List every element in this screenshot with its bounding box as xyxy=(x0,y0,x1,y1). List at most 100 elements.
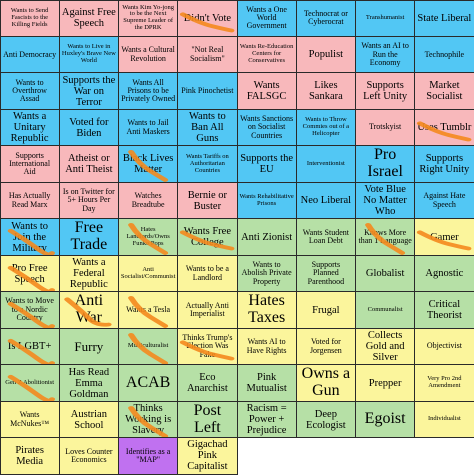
bingo-cell[interactable]: Didn't Vote xyxy=(177,0,238,37)
bingo-cell[interactable]: Pink Mutualist xyxy=(236,364,297,402)
bingo-cell[interactable]: State Liberal xyxy=(414,0,474,37)
bingo-cell[interactable]: Is LGBT+ xyxy=(0,327,60,366)
bingo-cell[interactable]: Pro Free Speech xyxy=(0,254,60,293)
bingo-cell[interactable]: Actually Anti Imperialist xyxy=(177,291,238,329)
bingo-cell[interactable]: Voted for Jorgensen xyxy=(295,327,356,366)
bingo-cell[interactable]: Wants a Unitary Republic xyxy=(0,108,60,147)
bingo-cell[interactable]: Supports the War on Terror xyxy=(58,72,119,110)
bingo-cell[interactable]: Wants Kim Yo-jong to be the Next Supreme… xyxy=(118,0,179,37)
bingo-cell[interactable]: Wants Tariffs on Authoritarian Countries xyxy=(177,145,238,183)
bingo-cell[interactable]: Atheist or Anti Theist xyxy=(58,145,119,183)
bingo-cell[interactable]: Wants McNukes™ xyxy=(0,400,60,439)
bingo-cell[interactable]: Globalist xyxy=(355,254,416,293)
bingo-cell[interactable]: Wants to Overthrow Assad xyxy=(0,72,60,110)
bingo-cell[interactable]: Anti Democracy xyxy=(0,35,60,74)
bingo-cell[interactable]: Wants All Prisons to be Privately Owned xyxy=(118,72,179,110)
bingo-cell[interactable]: Pirates Media xyxy=(0,437,60,475)
bingo-cell[interactable]: Bernie or Buster xyxy=(177,181,238,220)
bingo-cell[interactable]: Wants to Live in Huxley's Brave New Worl… xyxy=(58,35,119,74)
bingo-cell[interactable]: Supports Planned Parenthood xyxy=(295,254,356,293)
bingo-cell[interactable]: Voted for Biden xyxy=(58,108,119,147)
bingo-cell[interactable]: Has Actually Read Marx xyxy=(0,181,60,220)
bingo-cell[interactable]: Supports Left Unity xyxy=(355,72,416,110)
bingo-cell[interactable]: Wants AI to Have Rights xyxy=(236,327,297,366)
bingo-cell[interactable]: Technophile xyxy=(414,35,474,74)
bingo-cell[interactable]: Wants to Send Fascists to the Killing Fi… xyxy=(0,0,60,37)
bingo-cell[interactable]: Wants Free College xyxy=(177,218,238,256)
bingo-cell[interactable]: Wants Sanctions on Socialist Countries xyxy=(236,108,297,147)
bingo-cell[interactable]: Populist xyxy=(295,35,356,74)
bingo-cell[interactable]: Knows More than 1 Language xyxy=(355,218,416,256)
bingo-cell[interactable]: Pro Israel xyxy=(355,145,416,183)
bingo-cell[interactable]: Anti Zionist xyxy=(236,218,297,256)
bingo-cell[interactable]: Black Lives Matter xyxy=(118,145,179,183)
bingo-cell[interactable]: Racism = Power + Prejudice xyxy=(236,400,297,439)
bingo-cell[interactable]: Anti War xyxy=(58,291,119,329)
bingo-cell[interactable]: Free Trade xyxy=(58,218,119,256)
bingo-cell[interactable]: Wants a Tesla xyxy=(118,291,179,329)
bingo-cell[interactable]: Wants a Federal Republic xyxy=(58,254,119,293)
bingo-cell[interactable]: Wants to Abolish Private Property xyxy=(236,254,297,293)
bingo-cell[interactable]: Post Left xyxy=(177,400,238,439)
bingo-cell[interactable]: ACAB xyxy=(118,364,179,402)
bingo-cell[interactable]: Loves Counter Economics xyxy=(58,437,119,475)
bingo-cell[interactable]: Interventionist xyxy=(295,145,356,183)
bingo-cell[interactable]: Wants a Cultural Revolution xyxy=(118,35,179,74)
bingo-cell[interactable]: Against Hate Speech xyxy=(414,181,474,220)
bingo-cell[interactable]: Transhumanist xyxy=(355,0,416,37)
bingo-cell[interactable]: Egoist xyxy=(355,400,416,439)
bingo-cell[interactable]: Objectivist xyxy=(414,327,474,366)
bingo-cell[interactable]: Prepper xyxy=(355,364,416,402)
bingo-cell[interactable]: Likes Sankara xyxy=(295,72,356,110)
bingo-cell[interactable]: Pink Pinochetist xyxy=(177,72,238,110)
bingo-cell[interactable]: Owns a Gun xyxy=(295,364,356,402)
bingo-cell[interactable]: Thinks Working is Slavery xyxy=(118,400,179,439)
bingo-cell[interactable]: Wants an AI to Run the Economy xyxy=(355,35,416,74)
bingo-cell[interactable]: Neo Liberal xyxy=(295,181,356,220)
bingo-cell[interactable]: Watches Breadtube xyxy=(118,181,179,220)
bingo-cell[interactable]: Hates Taxes xyxy=(236,291,297,329)
bingo-cell[interactable]: Eco Anarchist xyxy=(177,364,238,402)
bingo-cell[interactable]: "Not Real Socialism" xyxy=(177,35,238,74)
bingo-cell[interactable]: Technocrat or Cyberocrat xyxy=(295,0,356,37)
bingo-cell[interactable]: Wants a One World Government xyxy=(236,0,297,37)
bingo-cell[interactable]: Wants Re-Education Centers for Conservat… xyxy=(236,35,297,74)
bingo-cell[interactable]: Wants FALSGC xyxy=(236,72,297,110)
bingo-cell[interactable]: Supports International Aid xyxy=(0,145,60,183)
bingo-cell[interactable]: Thinks Trump's Election Was Fake xyxy=(177,327,238,366)
bingo-cell[interactable]: Wants to Move to a Nordic Country xyxy=(0,291,60,329)
bingo-cell[interactable]: Anti Socialist/Communist xyxy=(118,254,179,293)
bingo-cell[interactable]: Wants to Ban All Guns xyxy=(177,108,238,147)
bingo-cell[interactable]: Supports the EU xyxy=(236,145,297,183)
bingo-cell[interactable]: Furry xyxy=(58,327,119,366)
bingo-cell[interactable]: Wants to Join the Military xyxy=(0,218,60,256)
bingo-cell[interactable]: Wants to be a Landlord xyxy=(177,254,238,293)
bingo-cell[interactable]: Wants Rehabilitative Prisons xyxy=(236,181,297,220)
bingo-cell[interactable]: Vote Blue No Matter Who xyxy=(355,181,416,220)
bingo-cell[interactable]: Frugal xyxy=(295,291,356,329)
bingo-cell[interactable]: Identifies as a "MAP" xyxy=(118,437,179,475)
bingo-cell[interactable]: Collects Gold and Silver xyxy=(355,327,416,366)
bingo-cell[interactable]: Austrian School xyxy=(58,400,119,439)
bingo-cell[interactable]: Communalist xyxy=(355,291,416,329)
bingo-cell[interactable]: Wants to Throw Commies out of a Helicopt… xyxy=(295,108,356,147)
bingo-cell[interactable]: Deep Ecologist xyxy=(295,400,356,439)
bingo-cell[interactable]: Is on Twitter for 5+ Hours Per Day xyxy=(58,181,119,220)
bingo-cell[interactable]: Uses Tumblr xyxy=(414,108,474,147)
bingo-cell[interactable]: Against Free Speech xyxy=(58,0,119,37)
bingo-cell[interactable]: Supports Right Unity xyxy=(414,145,474,183)
bingo-cell[interactable]: Individualist xyxy=(414,400,474,439)
bingo-cell[interactable]: Market Socialist xyxy=(414,72,474,110)
bingo-cell[interactable]: Gen Z Abolitionist xyxy=(0,364,60,402)
bingo-cell[interactable]: Very Pro 2nd Amendment xyxy=(414,364,474,402)
bingo-cell[interactable]: Wants to Jail Anti Maskers xyxy=(118,108,179,147)
bingo-cell[interactable]: Hates Landlords/Owns Funko Pops xyxy=(118,218,179,256)
bingo-cell[interactable]: Agnostic xyxy=(414,254,474,293)
bingo-cell[interactable]: Gigachad Pink Capitalist xyxy=(177,437,238,475)
bingo-cell[interactable]: Critical Theorist xyxy=(414,291,474,329)
bingo-cell[interactable]: Gamer xyxy=(414,218,474,256)
bingo-cell[interactable]: Multiculturalist xyxy=(118,327,179,366)
bingo-cell[interactable]: Trotskyist xyxy=(355,108,416,147)
bingo-cell[interactable]: Wants Student Loan Debt xyxy=(295,218,356,256)
bingo-cell[interactable]: Has Read Emma Goldman xyxy=(58,364,119,402)
